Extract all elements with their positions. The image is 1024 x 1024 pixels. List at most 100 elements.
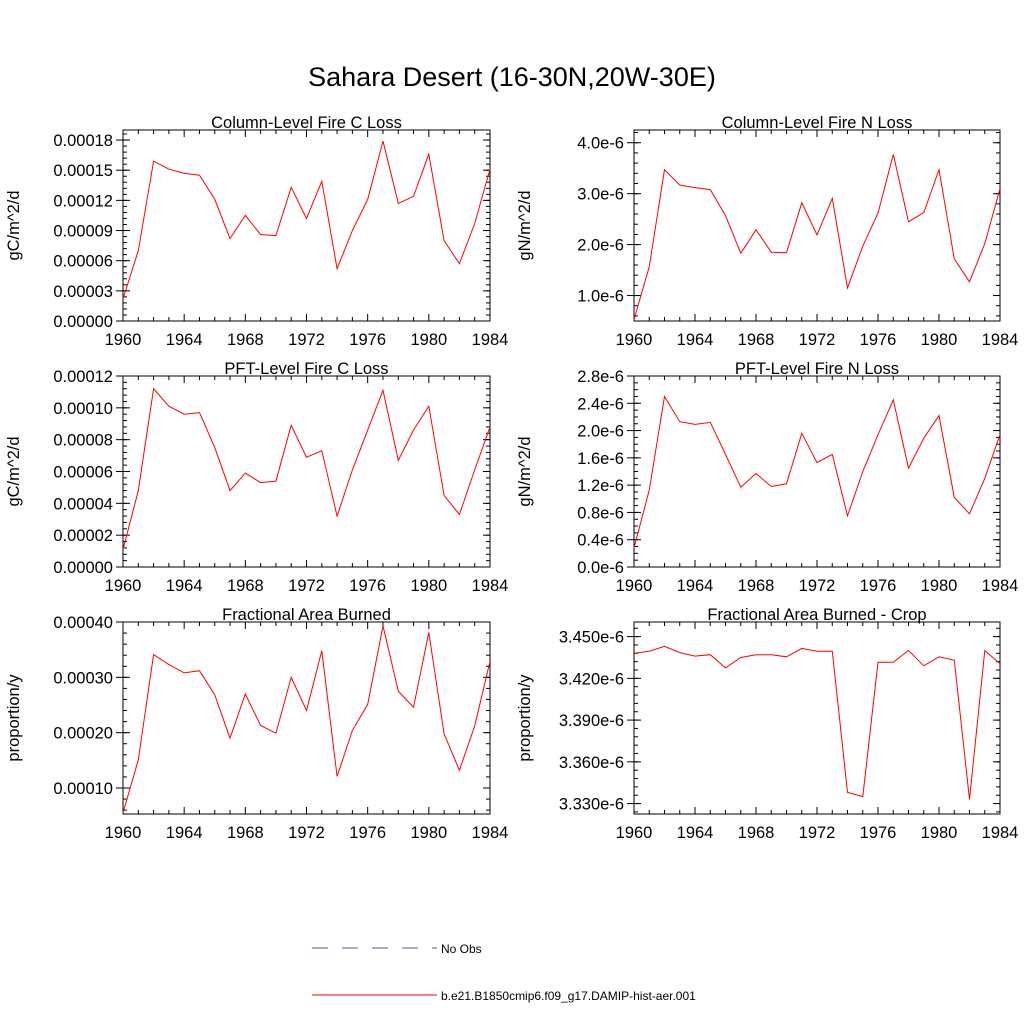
chart-panel-pft-fire-n-loss: PFT-Level Fire N Loss gN/m^2/d 1960 1964 196… [516, 360, 1018, 595]
y-tick-label: 0.00018 [53, 132, 113, 150]
x-tick-label: 1960 [616, 824, 653, 842]
y-tick-label: 0.00000 [53, 559, 113, 577]
figure-title: Sahara Desert (16-30N,20W-30E) [308, 62, 716, 92]
y-tick-label: 3.0e-6 [577, 186, 624, 204]
x-tick-label: 1972 [799, 331, 836, 349]
panel-title: PFT-Level Fire C Loss [224, 360, 388, 378]
x-tick-label: 1976 [860, 824, 897, 842]
y-tick-label: 2.4e-6 [577, 395, 624, 413]
panel-title: Fractional Area Burned - Crop [707, 606, 926, 624]
x-tick-label: 1968 [227, 331, 264, 349]
x-tick-label: 1976 [349, 824, 386, 842]
y-tick-label: 0.00020 [53, 725, 113, 743]
x-tick-label: 1964 [677, 824, 714, 842]
panel-title: PFT-Level Fire N Loss [735, 360, 899, 378]
series-line-model [633, 395, 1001, 549]
y-tick-label: 1.0e-6 [577, 288, 624, 306]
x-tick-label: 1976 [860, 577, 897, 595]
x-tick-label: 1984 [472, 331, 509, 349]
series-line-model [122, 140, 491, 300]
x-tick-label: 1968 [227, 824, 264, 842]
panel-title: Column-Level Fire N Loss [722, 114, 913, 132]
y-tick-label: 0.00004 [53, 495, 113, 513]
y-tick-label: 0.00009 [53, 223, 113, 241]
y-axis-label: gC/m^2/d [5, 436, 23, 506]
y-tick-label: 1.6e-6 [577, 450, 624, 468]
x-tick-label: 1968 [738, 824, 775, 842]
y-tick-label: 3.420e-6 [559, 670, 624, 688]
y-tick-label: 0.00006 [53, 464, 113, 482]
y-tick-label: 2.8e-6 [577, 368, 624, 386]
plot-frame [122, 375, 491, 568]
x-tick-label: 1972 [288, 577, 325, 595]
x-tick-label: 1984 [982, 331, 1019, 349]
y-tick-label: 3.360e-6 [559, 754, 624, 772]
x-tick-label: 1980 [410, 577, 447, 595]
chart-panel-column-fire-c-loss: Column-Level Fire C Loss gC/m^2/d 1960 1964… [5, 114, 508, 349]
y-axis-label: gN/m^2/d [516, 436, 534, 506]
x-tick-label: 1972 [288, 824, 325, 842]
plot-frame [122, 621, 491, 815]
x-tick-label: 1980 [921, 331, 958, 349]
x-tick-label: 1964 [166, 577, 203, 595]
y-tick-label: 0.00000 [53, 313, 113, 331]
x-tick-label: 1964 [166, 824, 203, 842]
x-tick-label: 1984 [982, 577, 1019, 595]
x-tick-label: 1964 [677, 331, 714, 349]
y-tick-label: 0.00012 [53, 368, 113, 386]
series-line-model [633, 154, 1001, 320]
x-tick-label: 1984 [472, 577, 509, 595]
series-line-model [122, 625, 491, 814]
x-tick-label: 1960 [105, 577, 142, 595]
plot-frame [633, 129, 1001, 322]
y-tick-label: 0.00002 [53, 527, 113, 545]
x-tick-label: 1984 [982, 824, 1019, 842]
x-tick-label: 1976 [349, 331, 386, 349]
y-tick-label: 0.00030 [53, 669, 113, 687]
y-tick-label: 2.0e-6 [577, 423, 624, 441]
y-tick-label: 0.00015 [53, 162, 113, 180]
y-tick-label: 3.330e-6 [559, 796, 624, 814]
x-tick-label: 1980 [921, 577, 958, 595]
y-tick-label: 0.00006 [53, 253, 113, 271]
series-line-model [633, 645, 1001, 800]
x-tick-label: 1960 [105, 824, 142, 842]
y-tick-label: 0.8e-6 [577, 504, 624, 522]
x-tick-label: 1972 [288, 331, 325, 349]
x-tick-label: 1972 [799, 824, 836, 842]
y-tick-label: 0.00010 [53, 780, 113, 798]
x-tick-label: 1980 [410, 824, 447, 842]
x-tick-label: 1976 [860, 331, 897, 349]
y-axis-label: proportion/y [5, 674, 23, 762]
x-tick-label: 1964 [677, 577, 714, 595]
y-tick-label: 0.0e-6 [577, 559, 624, 577]
x-tick-label: 1968 [227, 577, 264, 595]
y-tick-label: 0.00040 [53, 614, 113, 632]
y-tick-label: 0.00003 [53, 283, 113, 301]
y-tick-label: 0.00008 [53, 432, 113, 450]
chart-panel-fractional-area-burned-crop: Fractional Area Burned - Crop proportion/… [516, 606, 1018, 842]
legend: No Obs b.e21.B1850cmip6.f09_g17.DAMIP-hi… [312, 942, 696, 1003]
y-axis-label: proportion/y [516, 674, 534, 762]
y-tick-label: 3.450e-6 [559, 629, 624, 647]
chart-panel-column-fire-n-loss: Column-Level Fire N Loss gN/m^2/d 1960 1964… [516, 114, 1018, 349]
x-tick-label: 1972 [799, 577, 836, 595]
chart-panel-pft-fire-c-loss: PFT-Level Fire C Loss gC/m^2/d 1960 1964 196… [5, 360, 508, 595]
y-axis-label: gC/m^2/d [5, 190, 23, 260]
legend-model-label: b.e21.B1850cmip6.f09_g17.DAMIP-hist-aer.… [441, 989, 696, 1003]
x-tick-label: 1968 [738, 577, 775, 595]
x-tick-label: 1964 [166, 331, 203, 349]
x-tick-label: 1960 [105, 331, 142, 349]
series-line-model [122, 387, 491, 550]
panel-title: Fractional Area Burned [222, 606, 391, 624]
x-tick-label: 1960 [616, 577, 653, 595]
x-tick-label: 1980 [410, 331, 447, 349]
chart-panel-fractional-area-burned: Fractional Area Burned proportion/y 1960 19… [5, 606, 508, 842]
x-tick-label: 1984 [472, 824, 509, 842]
y-tick-label: 0.00010 [53, 400, 113, 418]
x-tick-label: 1968 [738, 331, 775, 349]
y-axis-label: gN/m^2/d [516, 190, 534, 260]
panel-title: Column-Level Fire C Loss [211, 114, 402, 132]
y-tick-label: 2.0e-6 [577, 237, 624, 255]
